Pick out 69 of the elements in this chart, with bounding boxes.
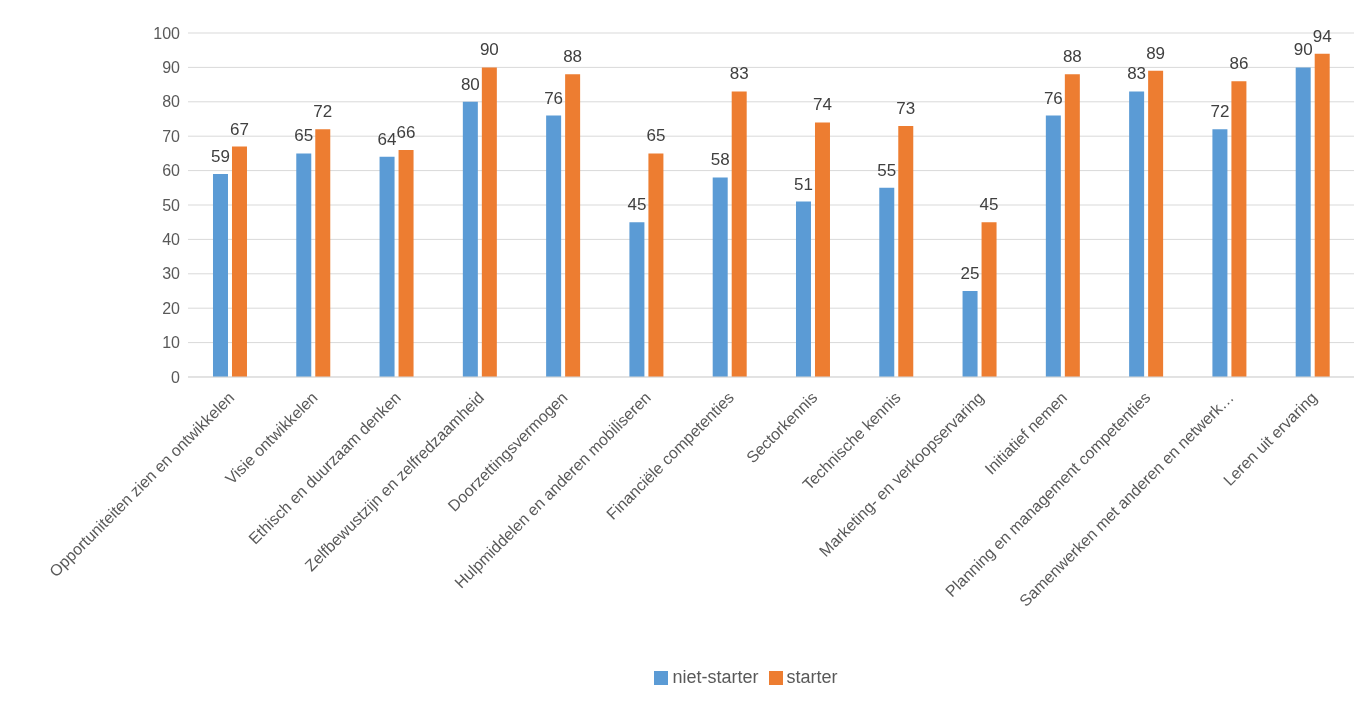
bar xyxy=(315,129,331,377)
bar xyxy=(1148,70,1164,377)
data-label: 73 xyxy=(896,98,916,118)
data-label: 45 xyxy=(627,195,647,215)
data-label: 83 xyxy=(729,64,749,84)
data-label: 88 xyxy=(563,47,583,67)
data-label: 89 xyxy=(1146,43,1166,63)
data-label: 76 xyxy=(1043,88,1063,108)
data-label: 94 xyxy=(1312,26,1332,46)
bar xyxy=(1045,115,1061,377)
bar xyxy=(212,174,228,377)
y-tick-label: 80 xyxy=(162,93,181,111)
y-tick-label: 100 xyxy=(153,24,181,42)
bar xyxy=(1129,91,1145,377)
bar xyxy=(981,222,997,377)
bar xyxy=(231,146,247,377)
data-label: 65 xyxy=(646,126,666,146)
bar xyxy=(1212,129,1228,377)
data-label: 45 xyxy=(979,195,999,215)
bar xyxy=(462,101,478,377)
data-label: 59 xyxy=(211,147,230,167)
data-label: 90 xyxy=(1293,40,1313,60)
y-tick-label: 90 xyxy=(162,59,181,77)
bar xyxy=(648,153,664,377)
data-label: 83 xyxy=(1127,64,1147,84)
bar xyxy=(814,122,830,377)
bar xyxy=(379,156,395,377)
bar xyxy=(481,67,497,377)
bar xyxy=(1064,74,1080,377)
data-label: 90 xyxy=(479,40,499,60)
legend-label: niet-starter xyxy=(672,667,759,687)
bar xyxy=(898,125,914,377)
data-label: 72 xyxy=(1210,102,1230,122)
bar xyxy=(795,201,811,377)
bar xyxy=(731,91,747,377)
bar xyxy=(1295,67,1311,377)
data-label: 88 xyxy=(1062,47,1082,67)
bar xyxy=(565,74,581,377)
y-tick-label: 50 xyxy=(162,196,181,214)
bar xyxy=(712,177,728,377)
data-label: 74 xyxy=(813,95,832,115)
data-label: 55 xyxy=(877,160,897,180)
y-tick-label: 0 xyxy=(171,368,181,386)
data-label: 65 xyxy=(294,126,314,146)
data-label: 25 xyxy=(960,264,980,283)
data-label: 66 xyxy=(396,122,416,142)
bar xyxy=(629,222,645,377)
data-label: 72 xyxy=(313,102,333,122)
bar xyxy=(1231,81,1247,377)
data-label: 80 xyxy=(460,74,480,94)
bar xyxy=(1314,53,1330,377)
y-tick-label: 20 xyxy=(162,299,181,317)
y-tick-label: 10 xyxy=(162,334,181,352)
data-label: 76 xyxy=(544,88,564,108)
bar xyxy=(962,291,978,377)
bar xyxy=(296,153,312,377)
bar xyxy=(879,187,895,377)
y-tick-label: 40 xyxy=(162,231,181,249)
data-label: 86 xyxy=(1229,54,1249,74)
data-label: 64 xyxy=(377,129,397,149)
legend-label: starter xyxy=(786,667,838,687)
data-label: 58 xyxy=(710,150,730,170)
data-label: 67 xyxy=(230,119,249,139)
bar xyxy=(546,115,562,377)
y-tick-label: 70 xyxy=(162,127,181,145)
bar xyxy=(398,149,414,377)
data-label: 51 xyxy=(794,174,813,194)
y-tick-label: 60 xyxy=(162,162,181,180)
y-tick-label: 30 xyxy=(162,265,181,283)
